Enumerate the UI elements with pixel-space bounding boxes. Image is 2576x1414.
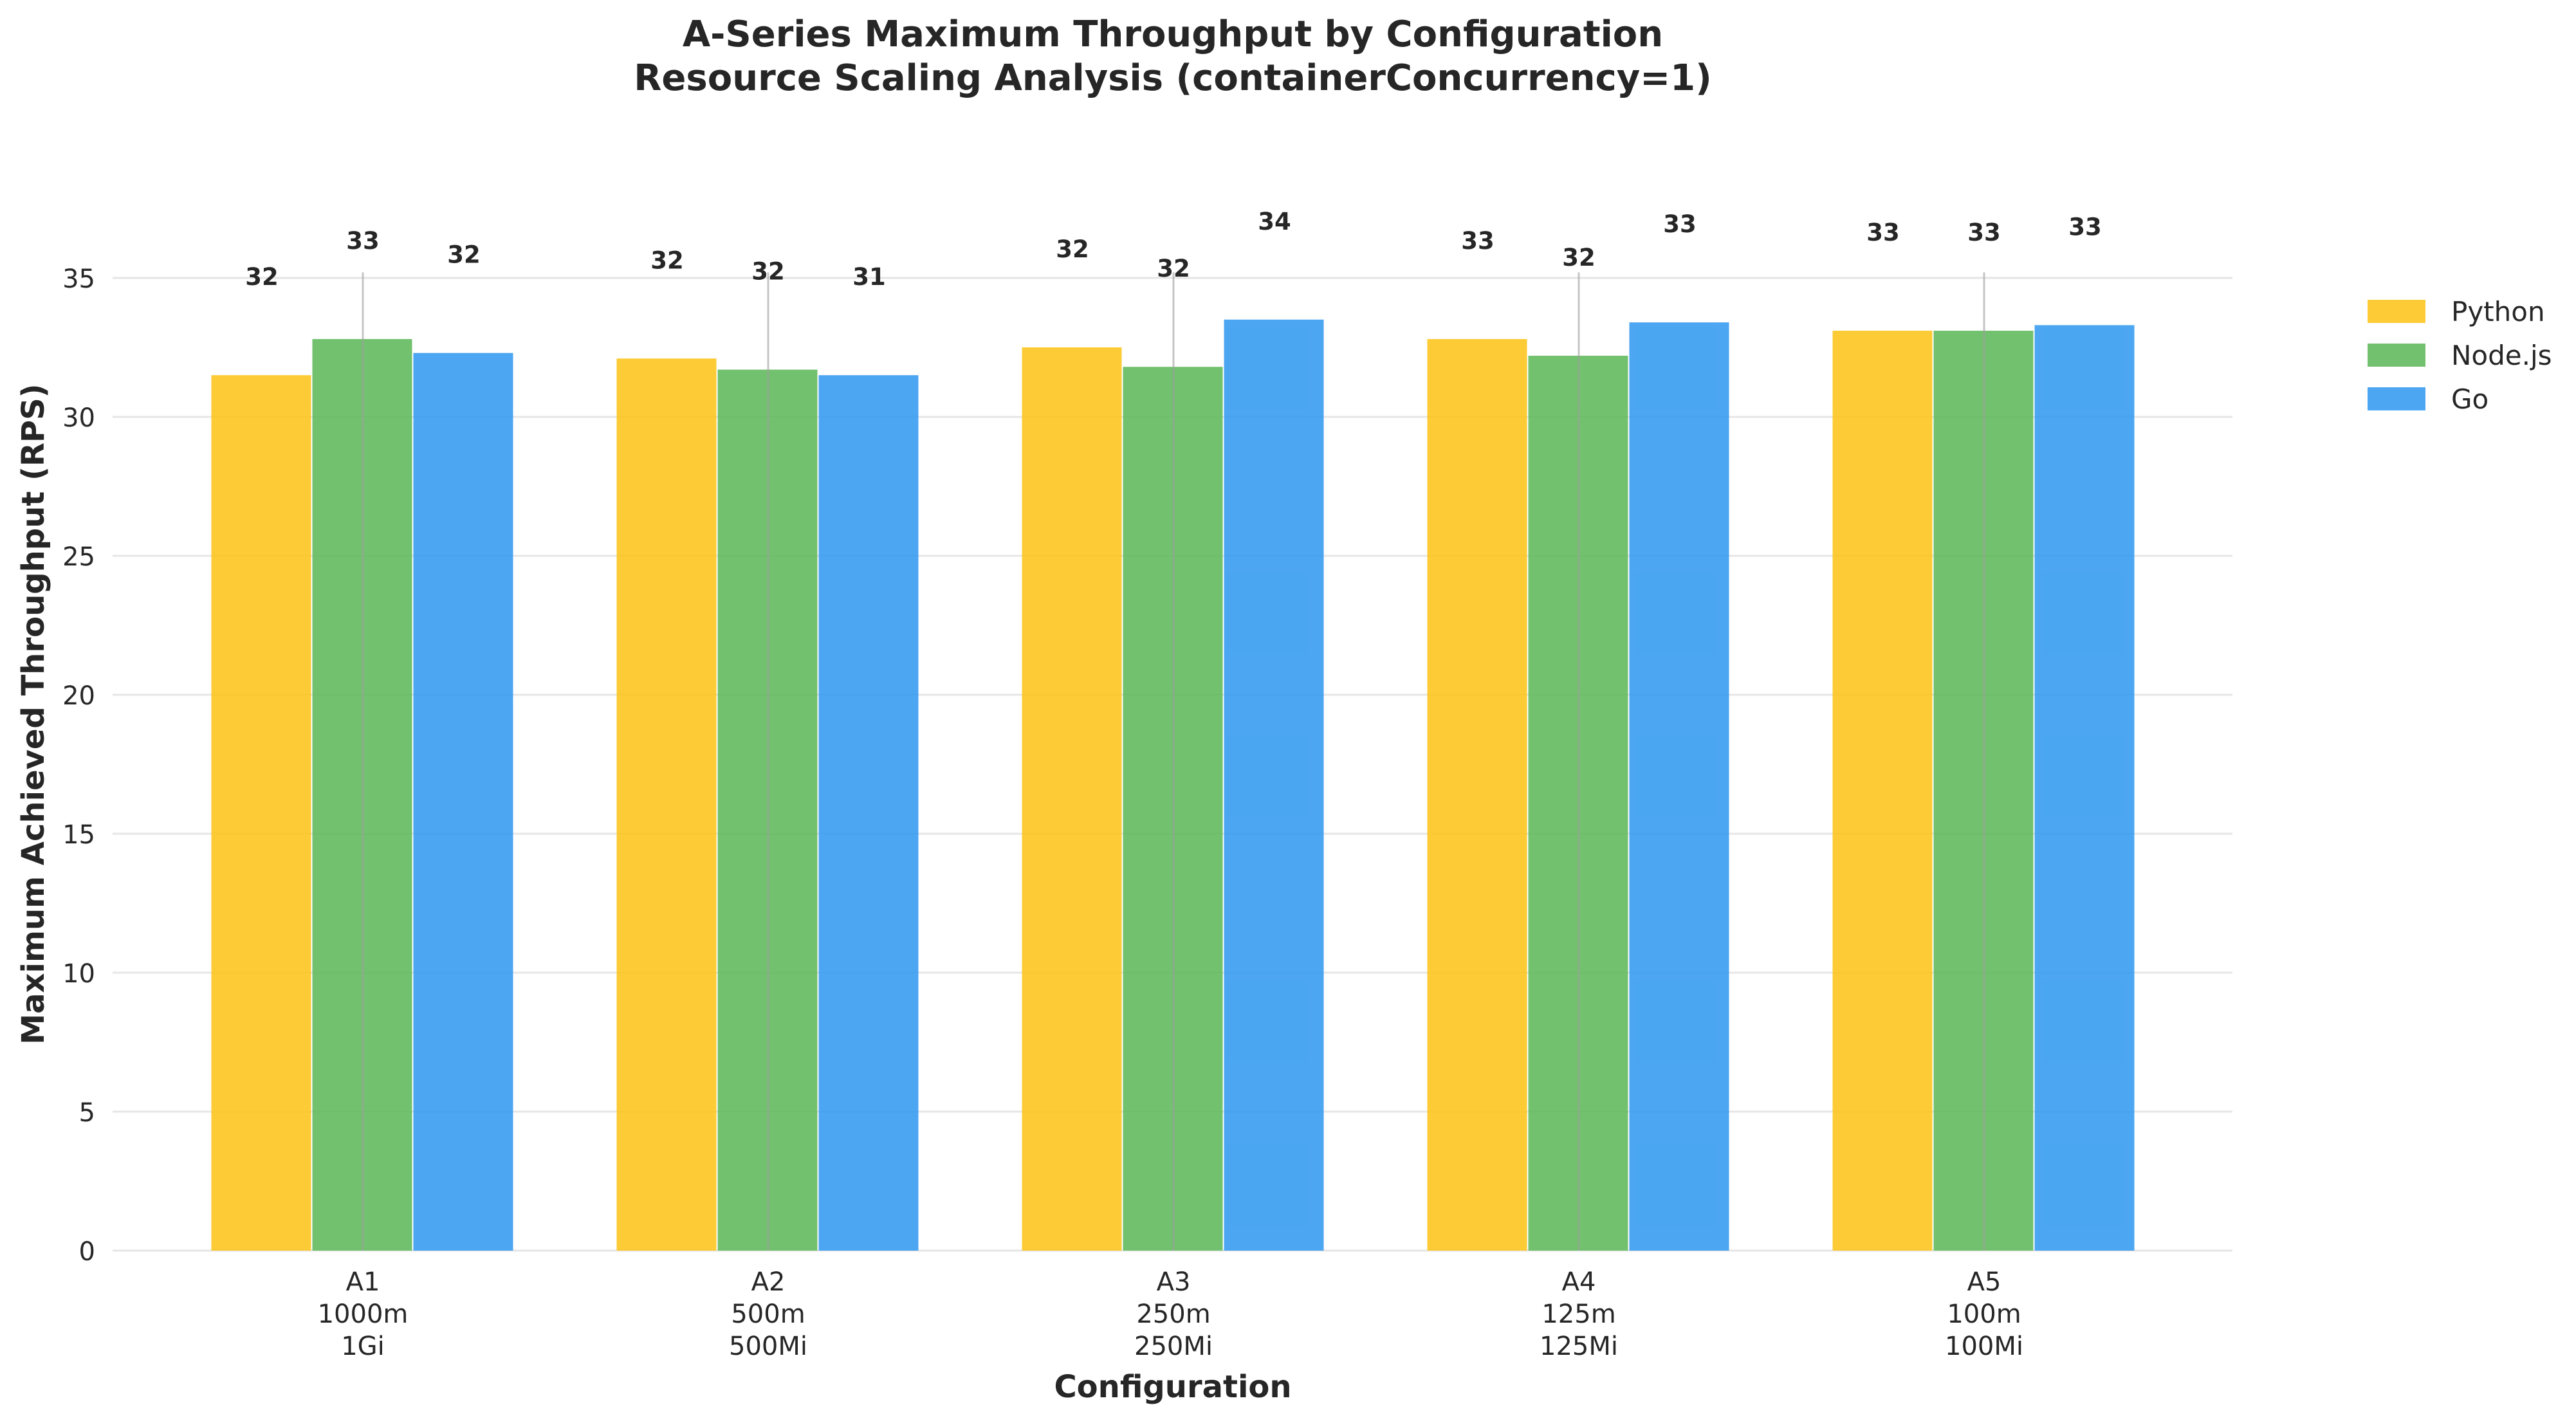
value-label: 33 [1967, 219, 2001, 246]
value-label: 33 [346, 227, 380, 255]
x-tick-label: 250m [1136, 1299, 1210, 1329]
value-label: 34 [1258, 208, 1291, 235]
x-tick-label: 500m [731, 1299, 805, 1329]
legend-label: Python [2451, 296, 2545, 327]
value-label: 32 [1562, 244, 1596, 271]
bar-python-5 [1832, 331, 1933, 1251]
value-labels: 32 32 32 33 33 33 32 32 32 33 32 31 34 33 33 [245, 208, 2102, 291]
value-label: 33 [1866, 219, 1900, 246]
x-tick-label: A4 [1562, 1267, 1596, 1297]
x-tick-label: A1 [346, 1267, 380, 1297]
value-label: 32 [245, 263, 279, 291]
y-tick-label: 10 [62, 959, 95, 989]
value-label: 32 [1056, 235, 1089, 263]
y-tick-label: 5 [79, 1098, 95, 1128]
x-tick-label: 1000m [318, 1299, 409, 1329]
y-tick-label: 25 [62, 542, 95, 572]
value-label: 32 [447, 241, 481, 269]
bar-go-1 [413, 353, 513, 1251]
value-label: 33 [1663, 210, 1697, 238]
y-tick-label: 35 [62, 264, 95, 294]
value-label: 33 [1461, 227, 1495, 255]
legend-swatch [2368, 387, 2425, 410]
bar-python-3 [1022, 347, 1122, 1251]
bar-go-2 [818, 375, 919, 1251]
legend-swatch [2368, 344, 2425, 367]
value-label: 31 [852, 263, 886, 291]
y-tick-label: 15 [62, 820, 95, 850]
value-label: 32 [650, 246, 684, 274]
x-tick-label: 100Mi [1945, 1332, 2023, 1361]
bar-python-1 [211, 375, 311, 1251]
x-tick-label: 1Gi [341, 1332, 385, 1361]
chart-title: A-Series Maximum Throughput by Configura… [683, 14, 1663, 55]
legend-label: Node.js [2451, 340, 2552, 371]
x-tick-label: 125Mi [1540, 1332, 1618, 1361]
x-tick-label: A2 [751, 1267, 786, 1297]
y-tick-label: 20 [62, 681, 95, 711]
x-tick-label: A5 [1967, 1267, 2001, 1297]
error-bars [362, 272, 1985, 1251]
bar-python-4 [1427, 339, 1527, 1251]
value-label: 32 [1157, 255, 1190, 282]
bar-go-3 [1224, 319, 1324, 1251]
x-tick-label: 125m [1541, 1299, 1615, 1329]
y-tick-label: 0 [79, 1237, 95, 1267]
y-tick-labels: 0 5 10 15 20 25 30 35 [62, 264, 95, 1267]
legend-swatch [2368, 300, 2425, 323]
y-tick-label: 30 [62, 403, 95, 433]
legend: Python Node.js Go [2368, 296, 2552, 415]
chart-subtitle: Resource Scaling Analysis (containerConc… [634, 57, 1711, 99]
x-tick-label: 250Mi [1134, 1332, 1213, 1361]
bar-go-5 [2034, 325, 2135, 1251]
x-tick-label: 100m [1947, 1299, 2021, 1329]
x-tick-label: 500Mi [729, 1332, 807, 1361]
legend-label: Go [2451, 383, 2489, 415]
x-axis-label: Configuration [1054, 1369, 1291, 1405]
value-label: 33 [2068, 213, 2102, 241]
bar-go-4 [1629, 322, 1729, 1251]
x-tick-label: A3 [1157, 1267, 1191, 1297]
y-axis-label: Maximum Achieved Throughput (RPS) [15, 383, 51, 1044]
value-label: 32 [751, 258, 785, 286]
bar-python-2 [616, 358, 717, 1251]
